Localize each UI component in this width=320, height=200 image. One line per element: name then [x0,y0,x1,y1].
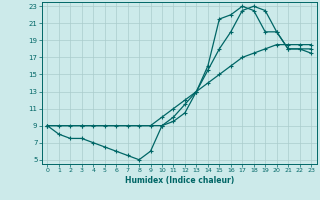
X-axis label: Humidex (Indice chaleur): Humidex (Indice chaleur) [124,176,234,185]
